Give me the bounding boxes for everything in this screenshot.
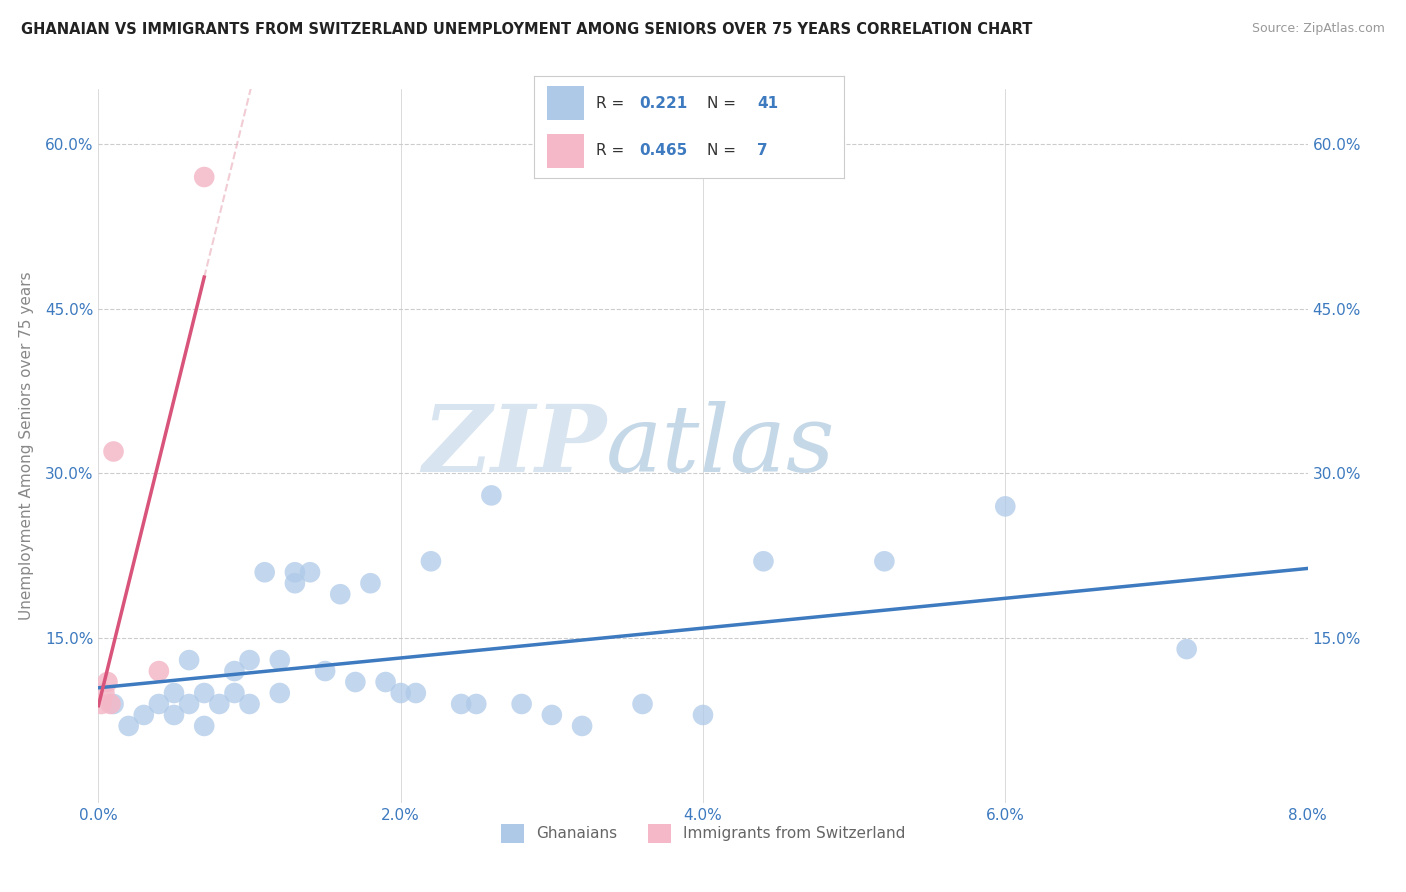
Text: 41: 41 <box>756 96 778 111</box>
Point <box>374 675 396 690</box>
Point <box>1175 642 1198 657</box>
Point <box>93 686 115 700</box>
Text: N =: N = <box>707 144 741 158</box>
Point <box>360 576 382 591</box>
Point <box>284 566 307 580</box>
Point <box>100 697 122 711</box>
Point <box>224 686 246 700</box>
Text: R =: R = <box>596 144 630 158</box>
Point <box>873 554 896 568</box>
Point <box>239 697 262 711</box>
Point <box>465 697 488 711</box>
Point <box>314 664 336 678</box>
FancyBboxPatch shape <box>547 135 583 168</box>
Text: 0.221: 0.221 <box>640 96 688 111</box>
Point <box>269 686 291 700</box>
Point <box>103 697 125 711</box>
Point <box>148 664 170 678</box>
Point <box>510 697 533 711</box>
Point <box>631 697 654 711</box>
Point <box>420 554 443 568</box>
Point <box>329 587 352 601</box>
Text: 0.465: 0.465 <box>640 144 688 158</box>
Point <box>405 686 427 700</box>
Point <box>208 697 231 711</box>
Point <box>96 675 118 690</box>
Point <box>344 675 367 690</box>
Legend: Ghanaians, Immigrants from Switzerland: Ghanaians, Immigrants from Switzerland <box>495 818 911 848</box>
Text: R =: R = <box>596 96 630 111</box>
Text: atlas: atlas <box>606 401 835 491</box>
FancyBboxPatch shape <box>547 87 583 120</box>
Point <box>179 653 201 667</box>
Point <box>103 444 125 458</box>
Point <box>179 697 201 711</box>
Point <box>540 708 562 723</box>
Point <box>239 653 262 667</box>
Point <box>299 566 322 580</box>
Point <box>193 169 215 184</box>
Point <box>284 576 307 591</box>
Point <box>389 686 412 700</box>
Point <box>994 500 1017 514</box>
Point <box>148 697 170 711</box>
Point <box>269 653 291 667</box>
Text: N =: N = <box>707 96 741 111</box>
Text: Source: ZipAtlas.com: Source: ZipAtlas.com <box>1251 22 1385 36</box>
Point <box>132 708 155 723</box>
Point <box>193 719 215 733</box>
Point <box>571 719 593 733</box>
Point <box>752 554 775 568</box>
Point <box>163 708 186 723</box>
Point <box>481 488 503 502</box>
Point <box>90 697 112 711</box>
Y-axis label: Unemployment Among Seniors over 75 years: Unemployment Among Seniors over 75 years <box>18 272 34 620</box>
Text: 7: 7 <box>756 144 768 158</box>
Point <box>163 686 186 700</box>
Text: ZIP: ZIP <box>422 401 606 491</box>
Point <box>692 708 714 723</box>
Point <box>450 697 472 711</box>
Point <box>253 566 276 580</box>
Point <box>224 664 246 678</box>
Text: GHANAIAN VS IMMIGRANTS FROM SWITZERLAND UNEMPLOYMENT AMONG SENIORS OVER 75 YEARS: GHANAIAN VS IMMIGRANTS FROM SWITZERLAND … <box>21 22 1032 37</box>
Point <box>118 719 141 733</box>
Point <box>193 686 215 700</box>
